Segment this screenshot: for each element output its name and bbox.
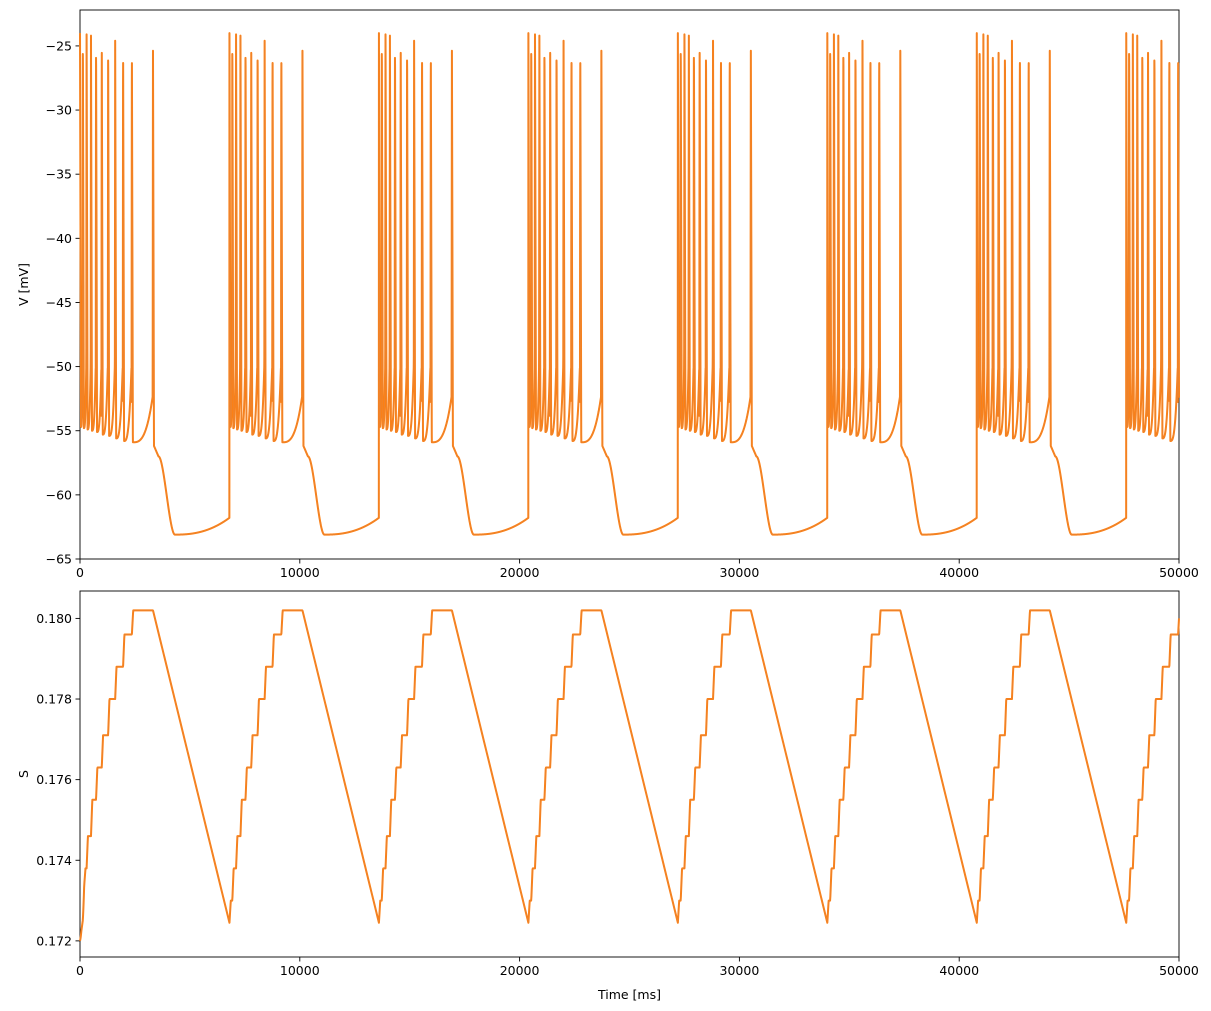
y-tick-label: −40	[46, 231, 72, 246]
y-tick-label: −60	[46, 487, 72, 502]
x-tick-label: 30000	[720, 565, 760, 580]
voltage-y-axis-label: V [mV]	[16, 263, 31, 306]
s-axes-frame	[79, 590, 1180, 958]
s-y-axis-label: S	[16, 770, 31, 778]
voltage-y-ticks: −65 −60 −55 −50 −45 −40 −35 −30 −25	[46, 38, 80, 567]
voltage-series-overlay-line	[79, 32, 1180, 536]
y-tick-label: 0.172	[36, 933, 72, 948]
s-panel: 0 10000 20000 30000 40000 50000 0.1720.1740.1…	[16, 590, 1199, 1002]
y-tick-label: −65	[46, 552, 72, 567]
s-y-ticks: 0.172 0.174 0.176 0.178 0.180	[36, 611, 80, 948]
y-tick-label: −50	[46, 359, 72, 374]
time-x-axis-label: Time [ms]	[597, 987, 661, 1002]
x-tick-label: 40000	[939, 963, 979, 978]
x-tick-label: 20000	[500, 565, 540, 580]
voltage-x-ticks: 0 10000 20000 30000 40000 50000	[76, 559, 1199, 580]
x-tick-label: 40000	[939, 565, 979, 580]
y-tick-label: 0.178	[36, 692, 72, 707]
y-tick-label: −55	[46, 423, 72, 438]
voltage-panel: 0 10000 20000 30000 40000 50000 −65−60−55−50−…	[16, 9, 1199, 580]
x-tick-label: 10000	[280, 565, 320, 580]
x-tick-label: 20000	[500, 963, 540, 978]
y-tick-label: −30	[46, 103, 72, 118]
y-tick-label: −25	[46, 38, 72, 53]
x-tick-label: 30000	[720, 963, 760, 978]
x-tick-label: 0	[76, 565, 84, 580]
x-tick-label: 10000	[280, 963, 320, 978]
y-tick-label: 0.180	[36, 611, 72, 626]
x-tick-label: 0	[76, 963, 84, 978]
s-x-ticks: 0 10000 20000 30000 40000 50000	[76, 957, 1199, 978]
s-series-overlay-line	[79, 609, 1180, 941]
x-tick-label: 50000	[1159, 963, 1199, 978]
y-tick-label: −35	[46, 167, 72, 182]
y-tick-label: −45	[46, 295, 72, 310]
x-tick-label: 50000	[1159, 565, 1199, 580]
y-tick-label: 0.176	[36, 772, 72, 787]
y-tick-label: 0.174	[36, 853, 72, 868]
